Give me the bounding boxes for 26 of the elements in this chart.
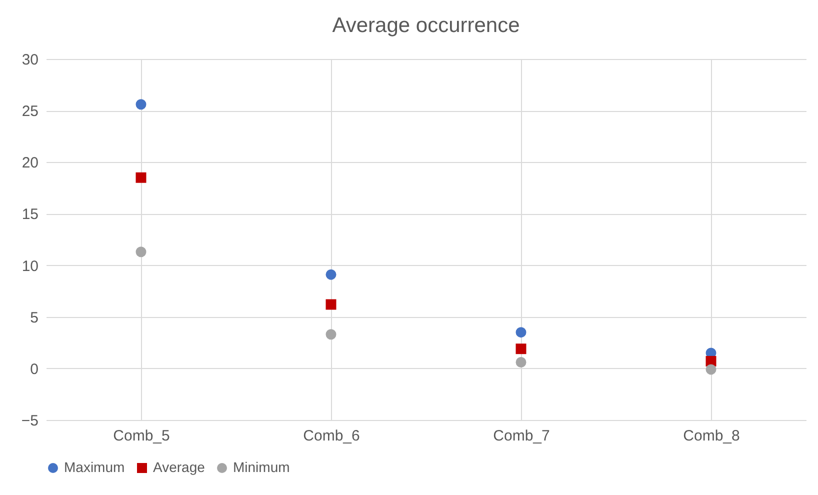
point [326, 269, 336, 280]
x-tick-label: Comb_6 [303, 428, 360, 444]
point [326, 299, 336, 310]
legend-label: Average [153, 459, 206, 475]
x-tick-label: Comb_8 [683, 428, 740, 444]
point [136, 246, 146, 258]
y-tick-label: 0 [30, 360, 38, 378]
point [516, 357, 526, 368]
y-tick-label: 20 [22, 154, 38, 172]
x-tick-label: Comb_5 [113, 428, 170, 444]
legend-label: Minimum [233, 459, 290, 475]
y-tick-label: 5 [30, 309, 38, 326]
point [326, 329, 336, 340]
point [706, 364, 716, 375]
chart-title: Average occurrence [332, 14, 520, 37]
point [516, 344, 526, 354]
point [516, 327, 526, 338]
y-tick-label: 15 [22, 206, 38, 224]
point [136, 172, 146, 183]
y-tick-label: −5 [21, 412, 38, 430]
y-tick-label: 30 [22, 52, 38, 68]
x-tick-label: Comb_7 [493, 428, 550, 444]
point [136, 99, 146, 110]
y-tick-label: 25 [22, 103, 38, 120]
y-tick-label: 10 [22, 258, 38, 275]
legend-label: Maximum [64, 459, 125, 475]
